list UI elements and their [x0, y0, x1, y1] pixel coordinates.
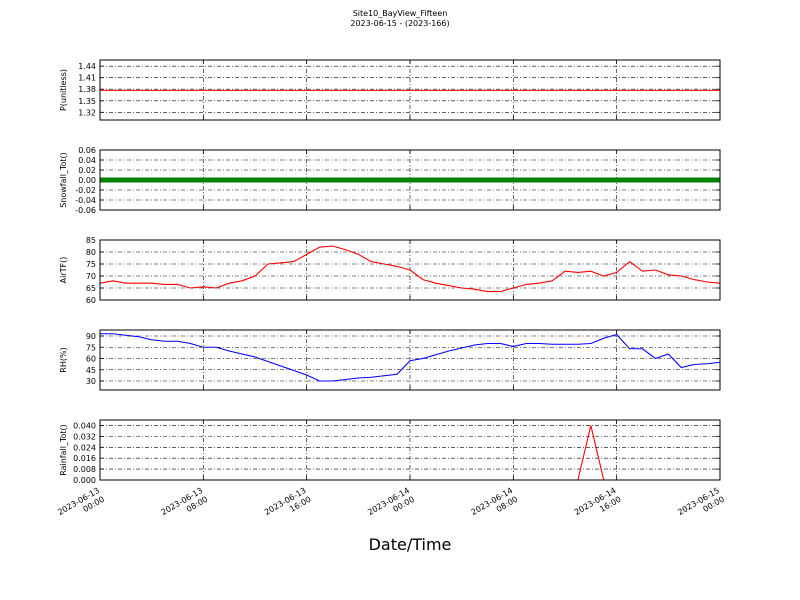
y-axis-label: P(unitless) [59, 69, 68, 111]
y-tick-label: -0.02 [75, 186, 96, 195]
y-tick-label: 1.32 [78, 108, 96, 117]
y-tick-label: 0.000 [73, 476, 96, 485]
y-tick-label: 0.00 [78, 176, 96, 185]
x-axis-label: Date/Time [369, 535, 452, 554]
y-tick-label: 65 [86, 284, 96, 293]
y-tick-label: 80 [86, 248, 96, 257]
y-tick-label: 90 [86, 332, 96, 341]
plot-frame [99, 329, 721, 391]
y-tick-label: 0.032 [73, 432, 96, 441]
y-axis-label: AirTF() [59, 257, 68, 284]
y-axis-label: RH(%) [59, 347, 68, 372]
title: Site10_BayView_Fifteen [353, 9, 448, 18]
y-tick-label: 0.008 [73, 465, 96, 474]
y-tick-label: 0.016 [73, 454, 96, 463]
data-line [99, 245, 721, 293]
y-tick-label: -0.04 [75, 196, 96, 205]
y-tick-label: 1.35 [78, 97, 96, 106]
plot-frame [99, 59, 721, 121]
y-tick-label: 70 [86, 272, 96, 281]
y-tick-label: 1.44 [78, 62, 96, 71]
y-axis-label: Snowfall_Tot() [59, 152, 68, 208]
plot-frame [99, 419, 721, 481]
y-tick-label: 60 [86, 355, 96, 364]
y-tick-label: 1.41 [78, 74, 96, 83]
y-tick-label: 0.040 [73, 421, 96, 430]
y-tick-label: 0.04 [78, 156, 96, 165]
plot-frame [99, 149, 721, 211]
y-axis-label: Rainfall_Tot() [59, 424, 68, 476]
plot-frame [99, 239, 721, 301]
y-tick-label: 1.38 [78, 85, 96, 94]
y-tick-label: 75 [86, 343, 96, 352]
y-tick-label: 60 [86, 296, 96, 305]
y-tick-label: 0.06 [78, 146, 96, 155]
y-tick-label: 0.02 [78, 166, 96, 175]
y-tick-label: 30 [86, 377, 96, 386]
y-tick-label: -0.06 [75, 206, 96, 215]
y-tick-label: 45 [86, 366, 96, 375]
y-tick-label: 75 [86, 260, 96, 269]
subtitle: 2023-06-15 - (2023-166) [350, 19, 449, 28]
y-tick-label: 0.024 [73, 443, 96, 452]
y-tick-label: 85 [86, 236, 96, 245]
data-line [100, 333, 721, 382]
